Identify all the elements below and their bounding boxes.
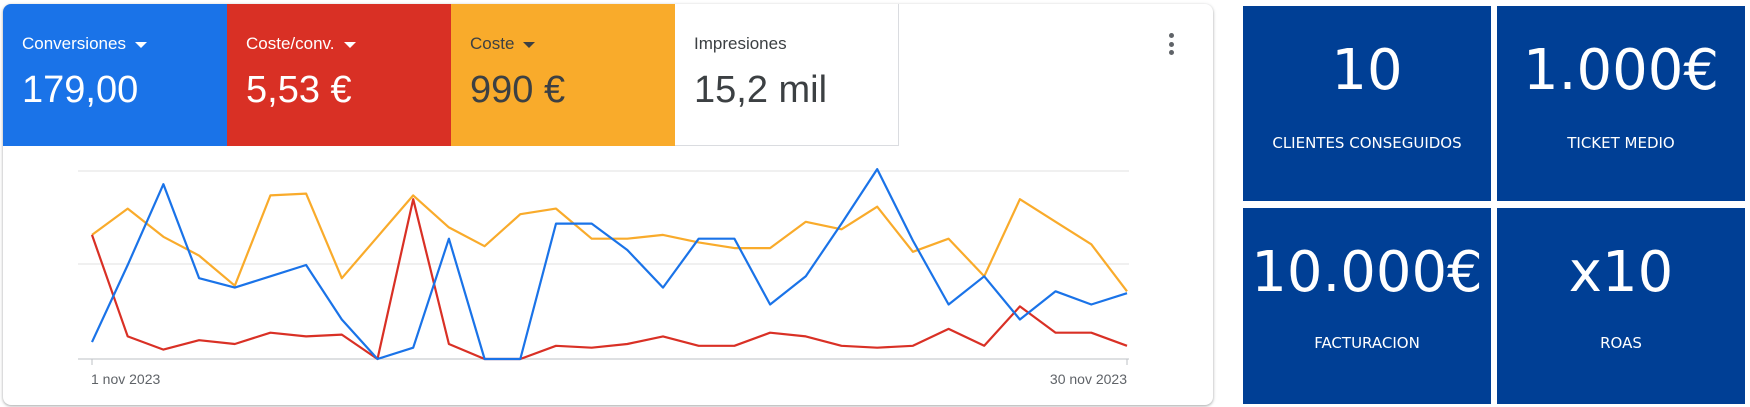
metric-value: 179,00 [22,69,139,111]
metric-value: 5,53 € [246,69,352,111]
kpi-label: CLIENTES CONSEGUIDOS [1272,134,1462,152]
kpi-label: ROAS [1600,334,1642,352]
metric-value: 15,2 mil [694,69,828,111]
x-axis-label-start: 1 nov 2023 [91,371,160,387]
metric-tile-cost-per-conversion[interactable]: Coste/conv. 5,53 € [227,4,451,146]
kpi-value: 10 [1331,38,1403,103]
metric-label: Conversiones [22,34,126,53]
performance-line-chart: 1 nov 2023 30 nov 2023 [78,168,1129,387]
kpi-tile-ticket: 1.000€ TICKET MEDIO [1497,6,1745,201]
metric-label: Coste/conv. [246,34,335,53]
dropdown-caret-icon[interactable] [343,42,356,48]
series-line-0 [91,168,1128,361]
kpi-tile-revenue: 10.000€ FACTURACION [1243,208,1491,404]
metric-tile-impressions[interactable]: Impresiones 15,2 mil [675,4,899,146]
dropdown-caret-icon[interactable] [523,42,536,48]
kpi-tile-clients: 10 CLIENTES CONSEGUIDOS [1243,6,1491,201]
kpi-value: x10 [1568,240,1674,305]
kpi-label: TICKET MEDIO [1567,134,1675,152]
metric-tile-conversions[interactable]: Conversiones 179,00 [3,4,227,146]
dropdown-caret-icon[interactable] [134,42,147,48]
kpi-tile-roas: x10 ROAS [1497,208,1745,404]
performance-panel: Conversiones 179,00 Coste/conv. 5,53 € C… [3,4,1213,405]
kpi-grid: 10 CLIENTES CONSEGUIDOS 1.000€ TICKET ME… [1243,6,1749,404]
kpi-label: FACTURACION [1314,334,1420,352]
x-axis-label-end: 30 nov 2023 [1050,371,1127,387]
metric-label: Coste [470,34,515,53]
metric-label: Impresiones [694,34,787,53]
kpi-value: 10.000€ [1251,240,1483,305]
series-line-1 [90,198,1128,361]
series-line-2 [91,192,1128,292]
chart-series [90,168,1128,361]
metric-value: 990 € [470,69,566,111]
metric-tiles: Conversiones 179,00 Coste/conv. 5,53 € C… [3,4,899,146]
kpi-value: 1.000€ [1523,38,1719,103]
more-vert-icon[interactable] [1161,30,1181,58]
chart-grid [78,170,1129,365]
metric-tile-cost[interactable]: Coste 990 € [451,4,675,146]
